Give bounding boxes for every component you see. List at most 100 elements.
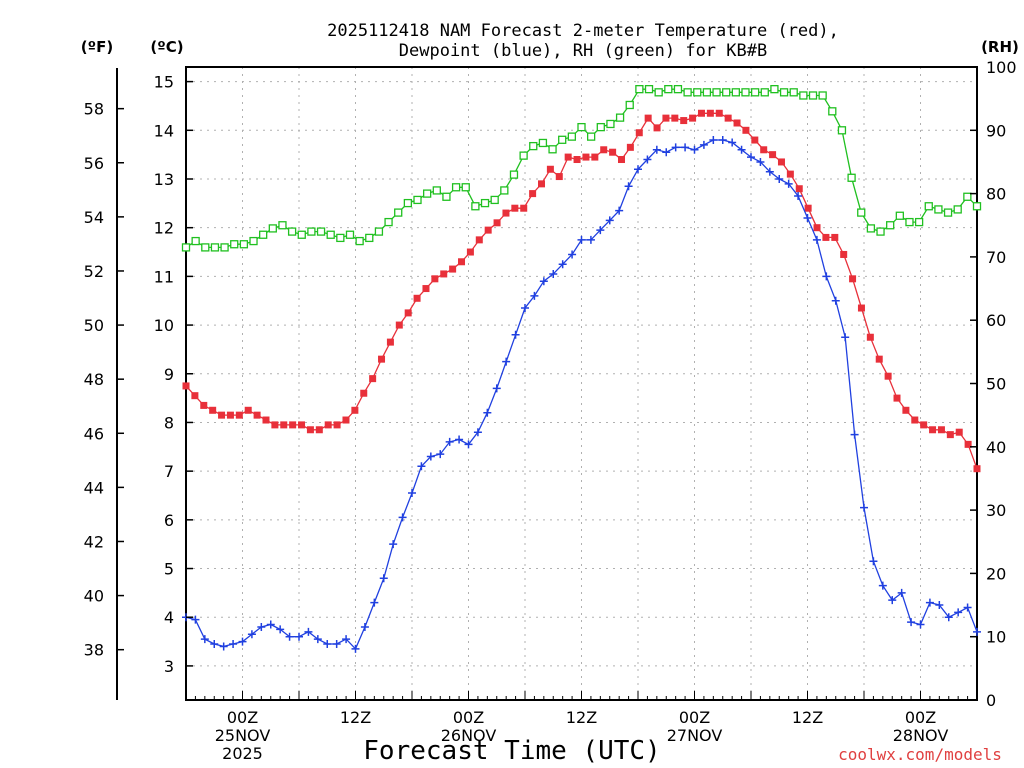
dewpoint-point (831, 296, 840, 305)
rh-point (635, 85, 644, 94)
dewpoint-point (624, 182, 633, 191)
x-tick-label: 00Z (453, 708, 484, 727)
rh-point (712, 88, 721, 97)
fahrenheit-tick-label: 40 (84, 587, 104, 606)
dewpoint-point (925, 598, 934, 607)
temperature-point (609, 148, 617, 156)
fahrenheit-tick-label: 38 (84, 641, 104, 660)
dewpoint-point (304, 627, 313, 636)
dewpoint-point (671, 143, 680, 152)
dewpoint-point (916, 620, 925, 629)
temperature-point (191, 392, 199, 400)
dewpoint-point (954, 608, 963, 617)
temperature-point (786, 170, 794, 178)
dewpoint-point (907, 618, 916, 627)
rh-point (664, 85, 673, 94)
dewpoint-point (737, 145, 746, 154)
rh-point (731, 88, 740, 97)
dewpoint-point (558, 260, 567, 269)
temperature-point (182, 382, 190, 390)
temperature-point (226, 411, 234, 419)
dewpoint-point (191, 615, 200, 624)
temperature-point (911, 416, 919, 424)
rh-point (615, 113, 625, 122)
temperature-point (884, 372, 892, 380)
rh-point (644, 85, 654, 94)
dewpoint-point (313, 635, 322, 644)
rh-point (500, 186, 509, 195)
x-tick-label: 00Z (905, 708, 936, 727)
dewpoint-point (229, 640, 238, 649)
rh-point (278, 221, 287, 230)
dewpoint-point (568, 250, 577, 259)
temperature-point (502, 209, 510, 217)
temperature-point (813, 224, 821, 232)
rh-point (905, 217, 914, 227)
rh-point (326, 230, 335, 239)
temperature-point (386, 338, 394, 346)
rh-point (625, 100, 634, 110)
celsius-tick-label: 7 (164, 462, 174, 481)
rh-tick-label: 0 (986, 691, 996, 710)
dewpoint-point (690, 145, 699, 154)
temperature-point (751, 136, 759, 144)
dewpoint-point (530, 291, 539, 300)
fahrenheit-tick-label: 46 (84, 424, 104, 443)
celsius-tick-label: 3 (164, 657, 174, 676)
rh-point (365, 233, 374, 243)
rh-point (693, 88, 702, 97)
temperature-point (395, 321, 403, 329)
dewpoint-point (379, 574, 388, 583)
dewpoint-point (342, 635, 351, 644)
dewpoint-point (596, 226, 605, 235)
dewpoint-point (417, 462, 426, 471)
rh-unit-label: (RH) (981, 38, 1019, 56)
temperature-point (280, 421, 288, 429)
rh-point (963, 192, 972, 201)
rh-point (789, 88, 798, 97)
rh-point (722, 88, 731, 97)
rh-point (345, 230, 355, 239)
temperature-point (378, 355, 386, 363)
dewpoint-point (605, 216, 614, 225)
dewpoint-point (511, 330, 520, 339)
temperature-point (431, 275, 439, 283)
rh-point (509, 170, 519, 179)
temperature-point (271, 421, 279, 429)
temperature-point (564, 153, 572, 161)
temperature-point (777, 158, 785, 166)
rh-point (538, 138, 548, 148)
temperature-point (573, 156, 581, 164)
dewpoint-point (436, 450, 445, 459)
dewpoint-point (935, 601, 944, 610)
temperature-point (715, 109, 723, 117)
rh-point (828, 107, 837, 116)
temperature-point (342, 416, 350, 424)
rh-point (837, 126, 847, 135)
temperature-point (298, 421, 306, 429)
temperature-point (315, 426, 323, 434)
rh-point (230, 240, 239, 249)
dewpoint-point (699, 140, 708, 149)
temperature-point (671, 114, 679, 122)
dewpoint-point (473, 428, 482, 437)
temperature-point (511, 204, 519, 212)
dewpoint-point (822, 272, 831, 281)
rh-tick-label: 50 (986, 375, 1006, 394)
rh-point (384, 217, 393, 227)
rh-point (490, 195, 499, 205)
rh-point (220, 243, 229, 252)
rh-point (808, 91, 818, 100)
dewpoint-point (963, 603, 972, 612)
temperature-point (760, 146, 768, 154)
x-tick-label: 27NOV (667, 726, 723, 745)
temperature-point (289, 421, 297, 429)
rh-point (895, 211, 904, 220)
rh-point (818, 91, 827, 100)
rh-tick-label: 100 (986, 58, 1017, 77)
rh-point (847, 173, 856, 182)
temperature-point (235, 411, 243, 419)
dewpoint-point (841, 333, 850, 342)
dewpoint-point (615, 206, 624, 215)
